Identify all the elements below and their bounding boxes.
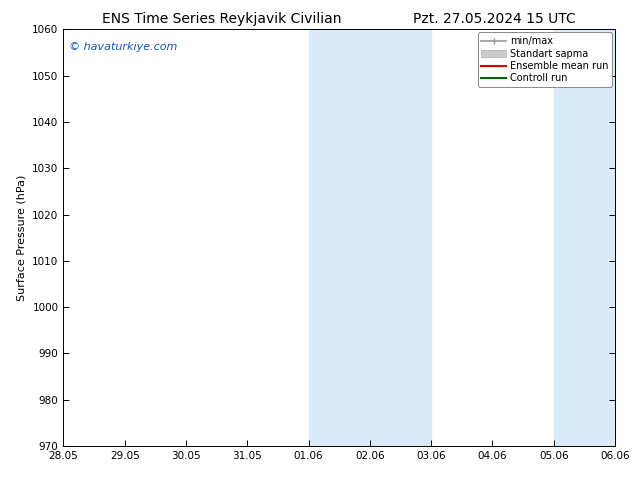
Text: ENS Time Series Reykjavik Civilian: ENS Time Series Reykjavik Civilian <box>102 12 342 26</box>
Text: Pzt. 27.05.2024 15 UTC: Pzt. 27.05.2024 15 UTC <box>413 12 576 26</box>
Bar <box>309 29 431 446</box>
Bar <box>553 29 615 446</box>
Legend: min/max, Standart sapma, Ensemble mean run, Controll run: min/max, Standart sapma, Ensemble mean r… <box>477 32 612 87</box>
Y-axis label: Surface Pressure (hPa): Surface Pressure (hPa) <box>16 174 27 301</box>
Text: © havaturkiye.com: © havaturkiye.com <box>69 42 178 52</box>
